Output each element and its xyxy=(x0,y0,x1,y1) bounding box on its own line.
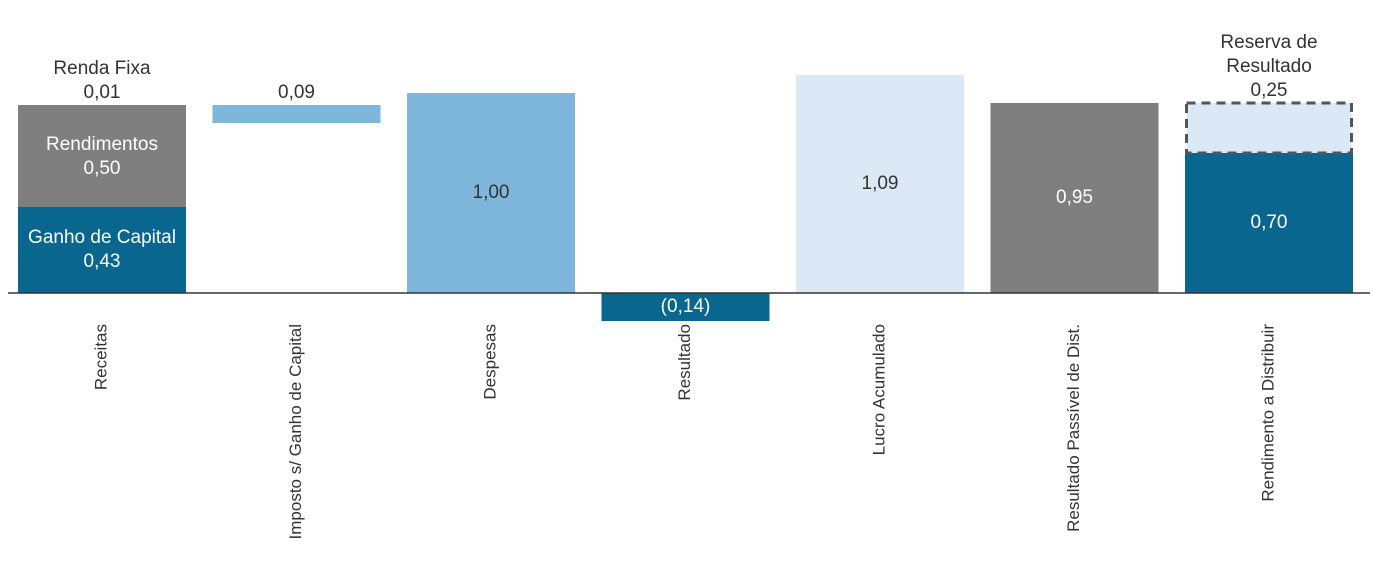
segment-label-0-2-0: Renda Fixa xyxy=(53,58,151,79)
data-label-0-1: 0,50 xyxy=(84,158,121,179)
data-label-2-0: 1,00 xyxy=(473,182,510,203)
bar-segment-0-2 xyxy=(18,105,186,107)
category-label-2: Despesas xyxy=(480,324,499,400)
data-label-0-0: 0,43 xyxy=(84,251,121,272)
bar-segment-5-0 xyxy=(990,103,1159,293)
segment-label-0-0-0: Ganho de Capital xyxy=(28,227,176,248)
bar-segment-0-0 xyxy=(18,207,186,293)
segment-label-0-1-0: Rendimentos xyxy=(46,134,158,155)
data-label-4-0: 1,09 xyxy=(862,173,899,194)
category-label-3: Resultado xyxy=(675,324,694,401)
bar-segment-1-0 xyxy=(212,105,381,123)
bar-segment-6-0 xyxy=(1185,153,1353,293)
bars-group xyxy=(18,75,1353,321)
bar-segment-0-1 xyxy=(18,107,186,207)
category-label-0: Receitas xyxy=(91,324,110,390)
data-label-1-0: 0,09 xyxy=(278,82,315,103)
data-label-6-1: 0,25 xyxy=(1251,80,1288,101)
category-label-1: Imposto s/ Ganho de Capital xyxy=(286,324,305,539)
data-label-5-0: 0,95 xyxy=(1056,187,1093,208)
bar-segment-2-0 xyxy=(407,93,575,293)
labels-group: Ganho de Capital 0,43 Rendimentos 0,50 Renda… xyxy=(28,32,1318,317)
category-label-6: Rendimento a Distribuir xyxy=(1258,324,1277,502)
category-label-5: Resultado Passível de Dist. xyxy=(1064,324,1083,532)
data-label-0-2: 0,01 xyxy=(84,82,121,103)
segment-label-6-1-0: Reserva de xyxy=(1220,32,1317,53)
data-label-6-0: 0,70 xyxy=(1251,212,1288,233)
bar-segment-3-0 xyxy=(601,293,770,321)
data-label-3-0: (0,14) xyxy=(661,296,711,317)
bar-segment-6-1 xyxy=(1185,101,1353,155)
segment-label-6-1-1: Resultado xyxy=(1226,56,1312,77)
category-label-4: Lucro Acumulado xyxy=(869,324,888,455)
category-labels-group: Receitas Imposto s/ Ganho de Capital Despe… xyxy=(91,324,1277,540)
bar-segment-4-0 xyxy=(796,75,964,293)
